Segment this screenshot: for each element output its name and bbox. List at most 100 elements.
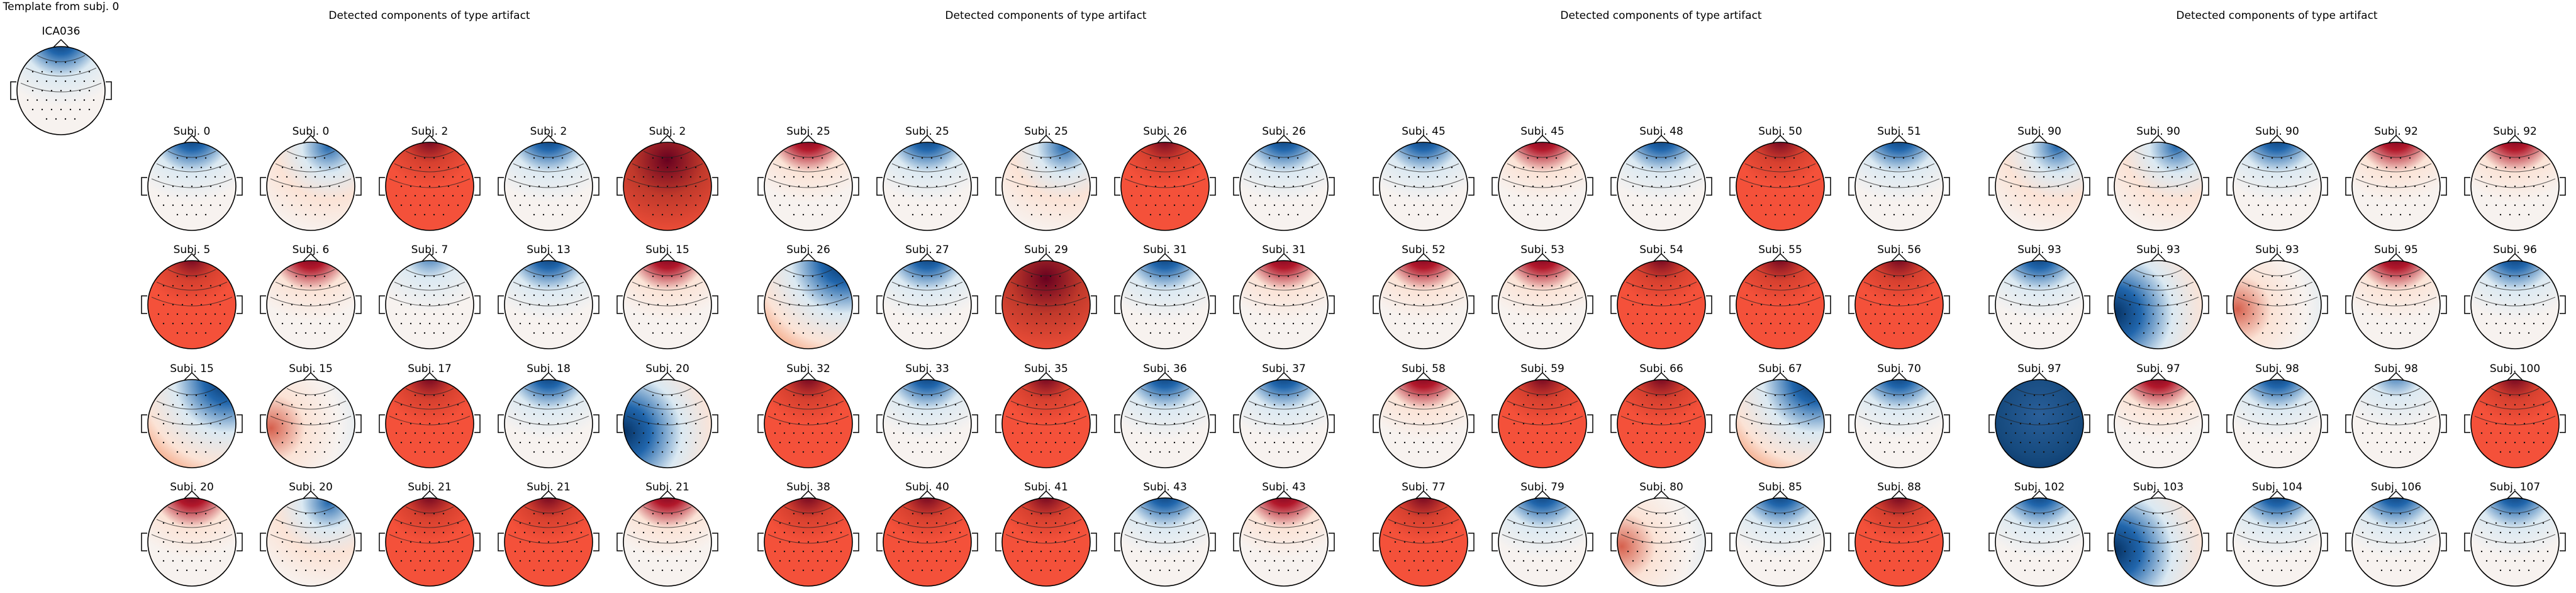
scalp-map	[260, 252, 362, 349]
sensor-dot	[309, 522, 312, 524]
sensor-dot	[2361, 550, 2364, 553]
sensor-dot	[2385, 185, 2388, 188]
sensor-dot	[186, 413, 188, 415]
sensor-dot	[1674, 432, 1676, 434]
sensor-dot	[200, 441, 203, 444]
sensor-dot	[1788, 166, 1791, 169]
sensor-dot	[1532, 541, 1534, 543]
sensor-dot	[647, 204, 650, 206]
sensor-dot	[2409, 313, 2411, 315]
sensor-dot	[826, 441, 828, 444]
topomap-cell: Subj. 21	[498, 481, 599, 587]
sensor-dot	[31, 71, 34, 73]
sensor-dot	[1902, 157, 1905, 159]
sensor-dot	[400, 322, 403, 325]
right-ear	[1091, 295, 1097, 314]
sensor-dot	[1693, 432, 1695, 434]
contour-lines	[1124, 388, 1206, 426]
sensor-dot	[1045, 204, 1047, 206]
sensor-dot	[2528, 394, 2530, 397]
contour-line	[36, 55, 86, 62]
head-outline	[266, 497, 355, 587]
sensor-dot	[438, 285, 440, 287]
contour-line	[1637, 150, 1686, 158]
contour-line	[2360, 519, 2432, 528]
sensor-dot	[186, 394, 188, 397]
sensor-dot	[1196, 176, 1199, 178]
sensor-dot	[821, 394, 823, 397]
subject-label: Subj. 32	[786, 363, 830, 375]
sensor-dot	[1546, 195, 1548, 197]
sensor-dot	[2409, 550, 2411, 553]
head-outline	[1498, 379, 1587, 468]
artifact-group: Detected components of type artifactSubj…	[1373, 9, 1950, 587]
sensor-dot	[433, 512, 435, 515]
sensor-dot	[1670, 303, 1672, 306]
sensor-dot	[1417, 451, 1420, 453]
sensor-dot	[694, 541, 697, 543]
sensor-dot	[821, 294, 823, 296]
sensor-dot	[798, 522, 800, 524]
sensor-dot	[647, 541, 650, 543]
sensor-dot	[2537, 313, 2540, 315]
sensor-dot	[930, 569, 933, 572]
sensor-dot	[2143, 569, 2145, 572]
sensor-dot	[2048, 404, 2050, 406]
sensor-dot	[1674, 451, 1676, 453]
sensor-dot	[1532, 166, 1534, 169]
head-outline	[385, 142, 474, 231]
sensor-dot	[1536, 213, 1539, 216]
nose	[1415, 252, 1432, 262]
sensor-dot	[1570, 441, 1572, 444]
sensor-dot	[2019, 560, 2022, 562]
sensor-dot	[1751, 522, 1753, 524]
sensor-dot	[304, 550, 307, 553]
sensor-dot	[2043, 550, 2045, 553]
sensor-dot	[671, 157, 673, 159]
sensor-dot	[181, 322, 184, 325]
sensor-dot	[1264, 522, 1266, 524]
sensor-dot	[1532, 560, 1534, 562]
sensor-dot	[2299, 176, 2302, 178]
sensor-dot	[1283, 303, 1285, 306]
sensor-dot	[204, 213, 207, 216]
contour-line	[524, 506, 573, 514]
sensor-array	[1627, 512, 1695, 572]
scalp-map	[1610, 134, 1712, 231]
right-ear	[2322, 414, 2328, 433]
sensor-dot	[1807, 404, 1810, 406]
sensor-array	[1627, 394, 1695, 453]
sensor-dot	[204, 550, 207, 553]
contour-lines	[627, 388, 708, 426]
sensor-array	[1130, 512, 1199, 572]
sensor-dot	[1888, 322, 1891, 325]
sensor-dot	[576, 303, 578, 306]
sensor-dot	[2499, 512, 2502, 515]
sensor-array	[514, 275, 583, 334]
subject-label: Subj. 31	[1143, 244, 1187, 256]
sensor-dot	[566, 422, 569, 425]
sensor-dot	[1893, 275, 1895, 278]
head-outline	[2351, 260, 2441, 349]
sensor-dot	[671, 213, 673, 216]
head-outline	[1239, 379, 1329, 468]
sensor-dot	[2257, 541, 2260, 543]
sensor-dot	[699, 195, 701, 197]
sensor-dot	[2033, 332, 2036, 334]
sensor-dot	[2138, 303, 2141, 306]
contour-line	[2134, 506, 2183, 514]
sensor-dot	[2043, 413, 2045, 415]
head-outline	[504, 142, 593, 231]
sensor-dot	[1564, 313, 1567, 315]
right-ear	[1468, 533, 1475, 551]
sensor-dot	[798, 404, 800, 406]
sensor-dot	[2071, 313, 2073, 315]
left-ear	[2226, 414, 2233, 433]
sensor-dot	[930, 531, 933, 534]
sensor-dot	[2418, 294, 2421, 296]
sensor-dot	[2409, 512, 2411, 515]
sensor-dot	[566, 322, 569, 325]
sensor-dot	[2418, 550, 2421, 553]
sensor-dot	[195, 531, 198, 534]
sensor-dot	[821, 569, 823, 572]
